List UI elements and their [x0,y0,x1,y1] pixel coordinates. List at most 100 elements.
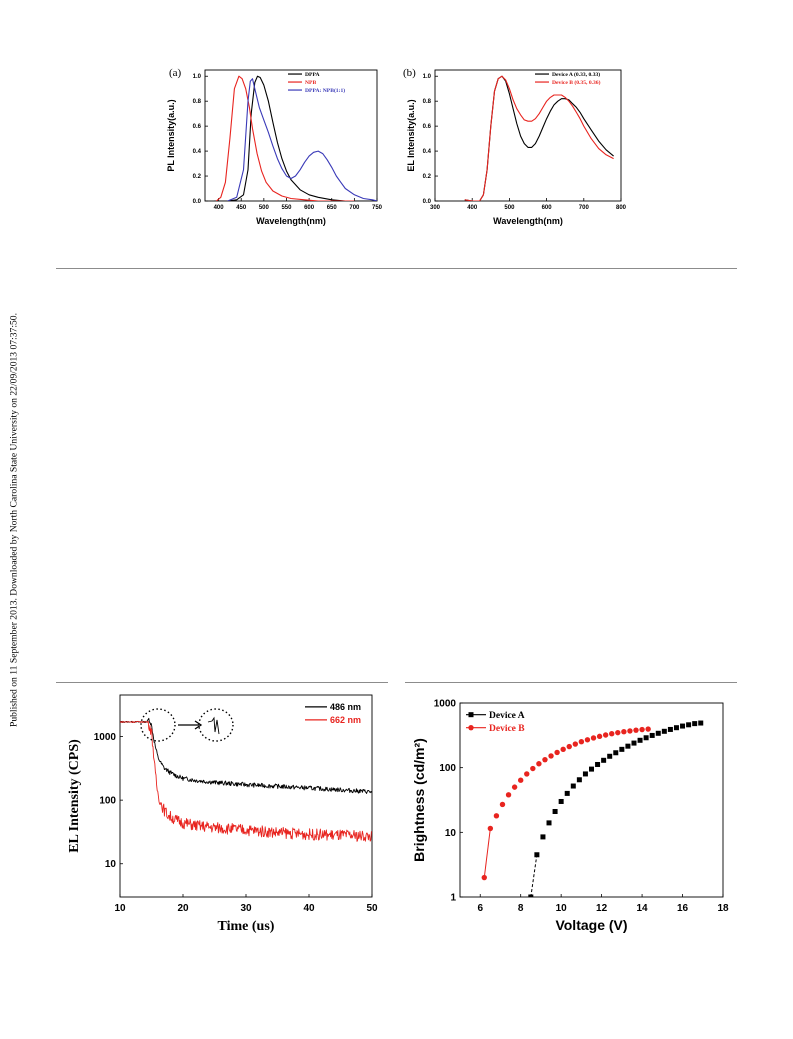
data-point-square [637,737,643,743]
x-tick-label: 650 [327,205,338,211]
panel-label-b: (b) [403,67,416,79]
data-point-circle [572,741,579,747]
series-connector [483,828,491,878]
inset-pulse-shape [207,716,220,735]
data-point-square [546,820,552,826]
divider-lower-left [56,682,388,683]
data-point-square [686,722,692,728]
x-tick-label: 550 [281,205,292,211]
data-point-square [649,732,655,738]
x-tick-label: 30 [240,903,252,914]
x-tick-label: 40 [303,903,315,914]
plot-area: 6 8 10 12 14 16 18 1 10 100 1000 Voltage (V) Brightn… [411,699,729,934]
data-point-circle [615,729,621,736]
inset-circle-left [140,708,176,742]
legend-label: Device B [489,724,525,734]
data-point-square [643,735,649,741]
y-tick-label: 0.2 [193,174,202,180]
x-tick-label: 400 [467,205,478,211]
y-tick-label: 100 [99,796,116,807]
data-point-circle [602,732,609,738]
y-tick-label: 1.0 [423,74,432,80]
data-point-circle [481,874,487,881]
inset-circle-right [198,708,234,742]
data-point-circle [511,784,518,790]
y-tick-label: 0.4 [423,149,432,155]
data-point-circle [590,735,597,741]
divider-upper [56,268,737,269]
y-tick-label: 1000 [434,699,457,710]
x-tick-label: 700 [579,205,590,211]
x-tick-label: 14 [637,903,649,914]
data-point-square [595,761,601,767]
x-tick-label: 700 [349,205,360,211]
x-tick-label: 10 [556,903,568,914]
data-layer [120,717,372,842]
data-point-square [564,790,570,796]
y-tick-label: 0.6 [193,124,202,130]
data-point-square [582,771,588,777]
x-axis-label: Time (us) [218,919,275,934]
data-point-circle [584,737,591,743]
data-point-square [698,720,704,726]
data-point-circle [566,743,572,750]
data-point-circle [542,756,548,763]
data-point-square [570,783,576,789]
x-tick-label: 800 [616,205,627,211]
plot-frame [434,69,622,202]
legend-label: 486 nm [330,702,361,712]
legend-label: Device A (0.33, 0.33) [552,71,600,78]
y-tick-label: 0.8 [193,99,202,105]
legend-label: Device A [489,711,525,721]
chart-el-transient: 10 20 30 40 50 10 100 1000 Time (us) EL Intensity… [67,694,378,934]
legend-label: Device B (0.35, 0.36) [552,79,601,86]
x-tick-label: 500 [504,205,515,211]
chart-pl-spectra: (a) 400 450 500 550 600 650 700 750 0.0 0.2 0.4 0.6… [166,67,383,226]
x-tick-label: 600 [304,205,315,211]
y-tick-label: 1.0 [193,74,202,80]
data-point-circle [493,813,500,819]
x-axis-label: Voltage (V) [555,917,627,933]
legend-label: DPPA: NPB(1:1) [305,87,345,94]
data-point-square [673,725,679,731]
plot-frame [119,694,373,898]
data-point-circle [530,765,536,772]
y-axis-label: PL Intensity(a.u.) [166,99,176,171]
series-line [215,75,355,201]
plot-area: 10 20 30 40 50 10 100 1000 Time (us) EL Intensity… [67,694,378,934]
data-point-circle [627,728,633,734]
data-point-circle [548,753,554,759]
data-layer [481,720,704,897]
x-tick-label: 600 [542,205,553,211]
y-axis-label: EL Intensity(a.u.) [406,99,416,171]
legend-label: DPPA [305,72,320,78]
plot-area: 300 400 500 600 700 800 0.0 0.2 0.4 0.6 0.8 1.0 Wave… [406,69,627,226]
y-tick-label: 0.4 [193,149,202,155]
series-line [464,75,614,201]
data-point-circle [639,726,645,733]
x-axis-label: Wavelength(nm) [493,216,563,226]
data-point-circle [517,777,524,783]
data-point-square [625,743,631,749]
y-tick-label: 1000 [94,732,117,743]
series-line [120,717,372,794]
chart-brightness-voltage: 6 8 10 12 14 16 18 1 10 100 1000 Voltage (V) Brightn… [411,699,729,934]
inset-arrow-head [194,720,203,730]
data-point-circle [645,726,651,732]
y-tick-label: 1 [450,893,456,904]
data-point-square [607,753,613,759]
data-point-square [552,808,558,814]
x-tick-label: 450 [236,205,247,211]
data-point-square [613,750,619,756]
data-layer [464,75,614,201]
data-point-square [534,852,540,858]
data-point-square [576,777,582,783]
legend-label: 662 nm [330,715,361,725]
data-point-circle [487,825,494,832]
sidebar-publication-text: Published on 11 September 2013. Download… [8,313,20,727]
x-tick-label: 50 [366,903,378,914]
data-point-square [558,798,564,804]
legend-label: NPB [305,80,316,86]
series-line [120,720,372,842]
data-point-square [540,834,546,840]
